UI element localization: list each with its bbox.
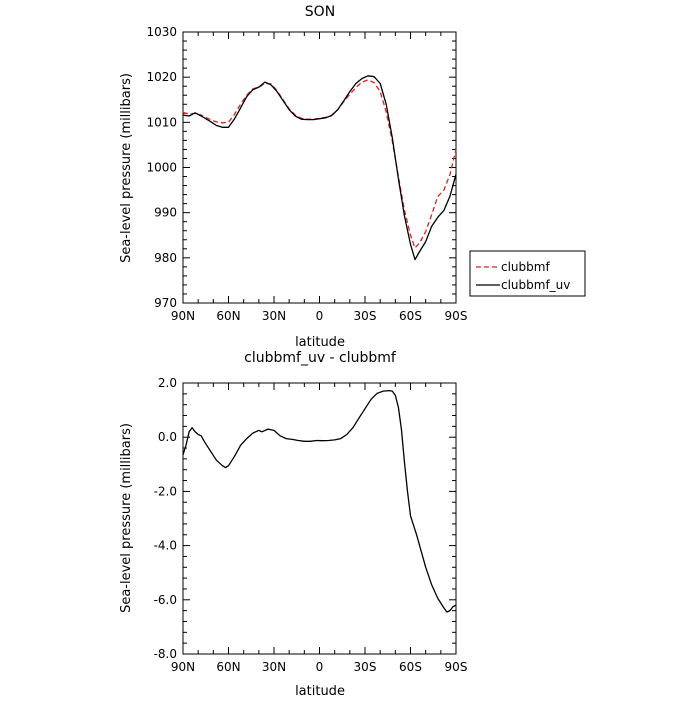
top-y-tick-label: 990 xyxy=(154,206,177,220)
bottom-series-line-diff-0 xyxy=(182,389,457,613)
bottom-x-tick-label: 30N xyxy=(262,660,286,674)
top-y-tick-label: 1020 xyxy=(146,70,177,84)
legend: clubbmf clubbmf_uv xyxy=(469,250,586,297)
top-x-tick-label: 60S xyxy=(399,309,422,323)
top-y-tick-label: 980 xyxy=(154,251,177,265)
legend-box xyxy=(469,250,586,297)
bottom-x-tick-label: 90N xyxy=(171,660,195,674)
top-chart-title: SON xyxy=(305,4,335,20)
bottom-plot-frame xyxy=(182,382,457,655)
top-y-tick-label: 1000 xyxy=(146,161,177,175)
bottom-x-tick-label: 60S xyxy=(399,660,422,674)
bottom-y-tick-label: -4.0 xyxy=(154,539,177,553)
bottom-panel: clubbmf_uv - clubbmf 90N 60N 30N 0 30S 60S 90S… xyxy=(119,350,467,699)
bottom-x-tick-label: 30S xyxy=(354,660,377,674)
bottom-y-tick-label: -6.0 xyxy=(154,593,177,607)
bottom-x-tick-labels: 90N 60N 30N 0 30S 60S 90S xyxy=(171,660,468,674)
top-x-tick-label: 0 xyxy=(316,309,324,323)
top-y-tick-labels: 970 980 990 1000 1010 1020 1030 xyxy=(146,25,177,310)
top-y-axis-label: Sea-level pressure (millibars) xyxy=(119,73,134,263)
bottom-series-lines xyxy=(182,389,457,613)
bottom-x-axis-label: latitude xyxy=(295,684,345,699)
top-y-tick-label: 1010 xyxy=(146,115,177,129)
bottom-chart-title: clubbmf_uv - clubbmf xyxy=(244,350,397,366)
top-x-tick-label: 30N xyxy=(262,309,286,323)
bottom-y-tick-label: -8.0 xyxy=(154,647,177,661)
top-plot-frame xyxy=(182,31,457,304)
legend-label-clubbmf-uv: clubbmf_uv xyxy=(501,278,570,292)
top-x-tick-label: 30S xyxy=(354,309,377,323)
bottom-y-axis-label: Sea-level pressure (millibars) xyxy=(119,423,134,613)
top-series-lines xyxy=(182,75,457,261)
top-y-tick-label: 1030 xyxy=(146,25,177,39)
top-x-tick-label: 60N xyxy=(216,309,240,323)
bottom-y-tick-label: -2.0 xyxy=(154,484,177,498)
bottom-y-tick-labels: -8.0 -6.0 -4.0 -2.0 0.0 2.0 xyxy=(154,376,177,661)
bottom-y-tick-label: 2.0 xyxy=(158,376,177,390)
bottom-x-tick-label: 0 xyxy=(316,660,324,674)
bottom-x-tick-label: 60N xyxy=(216,660,240,674)
top-x-axis-label: latitude xyxy=(295,335,345,350)
top-ticks xyxy=(182,31,457,304)
bottom-x-tick-label: 90S xyxy=(445,660,468,674)
top-y-tick-label: 970 xyxy=(154,296,177,310)
top-series-line-clubbmf xyxy=(182,79,457,249)
bottom-y-tick-label: 0.0 xyxy=(158,430,177,444)
top-x-tick-labels: 90N 60N 30N 0 30S 60S 90S xyxy=(171,309,468,323)
bottom-ticks xyxy=(182,382,457,655)
top-panel: SON 90N 60N 30N 0 30S 60S 90S 970 980 990 1000 101… xyxy=(119,4,586,350)
legend-label-clubbmf: clubbmf xyxy=(501,260,550,274)
top-x-tick-label: 90S xyxy=(445,309,468,323)
top-x-tick-label: 90N xyxy=(171,309,195,323)
top-series-line-clubbmf-uv xyxy=(182,75,457,261)
